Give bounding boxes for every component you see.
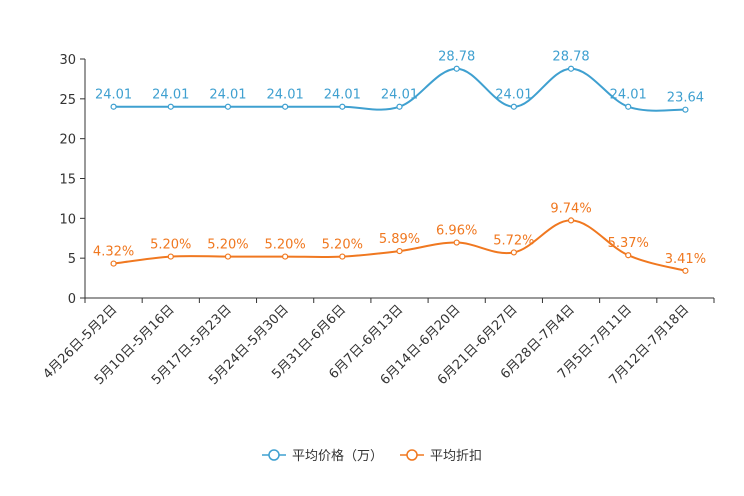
data-point — [567, 65, 575, 72]
data-point — [282, 103, 289, 110]
data-point — [682, 106, 689, 113]
data-label: 28.78 — [438, 50, 475, 65]
data-label: 4.32% — [93, 245, 134, 260]
y-tick-label: 20 — [59, 133, 76, 148]
data-point — [110, 103, 117, 110]
data-point — [453, 239, 460, 246]
data-point — [110, 260, 117, 267]
data-point — [396, 247, 403, 255]
data-label: 5.89% — [379, 232, 420, 247]
data-point — [167, 253, 174, 260]
legend-marker-icon — [268, 449, 280, 461]
data-label: 24.01 — [495, 88, 532, 103]
data-point — [453, 65, 460, 72]
legend-marker-icon — [406, 449, 418, 461]
series-average-discount: 4.32% 5.20% 5.20% 5.20% 5.20% 5.89% 6.96% 5.72%… — [93, 201, 706, 274]
data-point — [224, 253, 232, 260]
series-line — [113, 67, 686, 112]
data-point — [510, 103, 517, 110]
data-label: 5.20% — [207, 238, 248, 253]
data-label: 9.74% — [550, 201, 591, 216]
legend-label: 平均折扣 — [430, 449, 482, 464]
data-label: 23.64 — [667, 91, 704, 106]
data-point — [567, 217, 575, 224]
x-axis: 4月26日-5月2日5月10日-5月16日5月17日-5月23日5月24日-5月… — [40, 297, 715, 388]
data-point — [625, 252, 632, 259]
y-tick-label: 10 — [59, 212, 76, 227]
legend-item[interactable]: 平均折扣 — [400, 449, 482, 464]
data-point — [510, 249, 517, 256]
y-tick-label: 0 — [68, 292, 76, 307]
data-label: 24.01 — [381, 88, 418, 103]
y-axis: 0 5 10 15 20 25 30 — [59, 53, 86, 307]
data-point — [625, 103, 632, 110]
data-label: 24.01 — [152, 88, 189, 103]
data-point — [339, 103, 346, 110]
y-tick-label: 30 — [59, 53, 76, 68]
data-label: 5.20% — [322, 238, 363, 253]
data-label: 28.78 — [552, 50, 589, 65]
legend-item[interactable]: 平均价格（万） — [262, 448, 383, 464]
series-layer: 24.01 24.01 24.01 24.01 24.01 24.01 28.78 24.01… — [93, 50, 706, 274]
data-point — [167, 103, 174, 110]
data-point — [282, 253, 289, 260]
data-label: 24.01 — [610, 88, 647, 103]
data-point — [224, 103, 232, 110]
y-tick-label: 25 — [59, 93, 76, 108]
data-label: 24.01 — [267, 88, 304, 103]
data-label: 5.20% — [264, 238, 305, 253]
data-point — [682, 267, 689, 274]
data-point — [396, 103, 403, 110]
data-label: 24.01 — [324, 88, 361, 103]
data-label: 24.01 — [209, 88, 246, 103]
series-average-price: 24.01 24.01 24.01 24.01 24.01 24.01 28.78 24.01… — [95, 50, 704, 113]
data-point — [339, 253, 346, 260]
y-tick-label: 5 — [68, 252, 76, 267]
legend-label: 平均价格（万） — [292, 448, 383, 464]
data-label: 5.37% — [608, 236, 649, 251]
data-label: 6.96% — [436, 224, 477, 239]
data-label: 5.72% — [493, 233, 534, 248]
legend: 平均价格（万） 平均折扣 — [262, 448, 482, 464]
data-label: 3.41% — [665, 252, 706, 267]
data-label: 24.01 — [95, 88, 132, 103]
data-label: 5.20% — [150, 238, 191, 253]
y-tick-label: 15 — [59, 173, 76, 188]
